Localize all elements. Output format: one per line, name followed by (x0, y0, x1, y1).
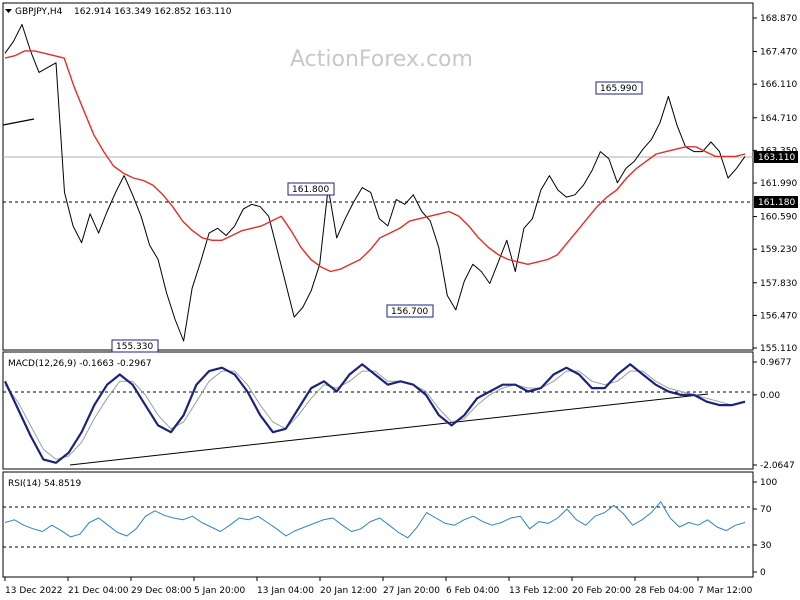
rsi-title: RSI(14) 54.8519 (8, 479, 81, 489)
time-tick-label: 6 Feb 04:00 (446, 586, 500, 596)
time-tick-label: 20 Jan 12:00 (320, 586, 377, 596)
price-layer (4, 24, 746, 342)
rsi-axis: 100 70 30 0 (753, 478, 777, 578)
current-price-box (754, 151, 798, 163)
symbol-label: GBPJPY,H4 (15, 7, 63, 17)
time-tick-label: 27 Jan 20:00 (383, 586, 440, 596)
trend-segment (2, 118, 35, 126)
current-price-label: 163.110 (758, 153, 795, 163)
macd-panel-frame (2, 351, 754, 470)
annotation-box (386, 304, 434, 318)
price-tick-label: 157.830 (760, 279, 797, 289)
annotation-label: 156.700 (391, 307, 428, 317)
time-tick-label: 7 Mar 12:00 (698, 586, 753, 596)
watermark: ActionForex.com (290, 47, 473, 72)
price-series-ma (4, 50, 746, 273)
time-tick-label: 5 Jan 20:00 (194, 586, 246, 596)
macd-tick-label: 0.00 (760, 391, 780, 401)
annotation-box (287, 182, 335, 196)
macd-tick-label: 0.9677 (760, 358, 792, 368)
time-axis: 13 Dec 2022 21 Dec 04:00 29 Dec 08:00 5 Jan… (4, 577, 753, 596)
ohlc-label: 162.914 163.349 162.852 163.110 (74, 7, 232, 17)
time-tick-label: 13 Dec 2022 (5, 586, 63, 596)
support-price-label: 161.180 (758, 198, 795, 208)
macd-layer (4, 363, 746, 464)
annotation-label: 165.990 (600, 84, 637, 94)
rsi-series-rsi (4, 501, 746, 539)
chevron-down-icon[interactable] (5, 9, 12, 13)
support-price-box (754, 196, 798, 208)
annotation-box (595, 81, 643, 95)
macd-tick-label: -2.0647 (760, 461, 795, 471)
rsi-tick-label: 0 (760, 568, 766, 578)
rsi-panel-frame (2, 471, 754, 578)
rsi-tick-label: 70 (760, 505, 772, 515)
time-tick-label: 28 Feb 04:00 (635, 586, 694, 596)
time-tick-label: 13 Feb 12:00 (509, 586, 568, 596)
time-tick-label: 13 Jan 04:00 (257, 586, 314, 596)
annotation-box (111, 339, 159, 353)
macd-series-macd (4, 363, 746, 464)
price-tick-label: 167.470 (760, 48, 797, 58)
price-tick-label: 160.590 (760, 213, 797, 223)
price-annotations: 155.330 161.800 156.700 165.990 (111, 81, 643, 353)
rsi-layer (4, 501, 746, 539)
time-tick-label: 20 Feb 20:00 (572, 586, 631, 596)
price-tick-label: 155.110 (760, 344, 797, 354)
price-tick-label: 161.990 (760, 179, 797, 189)
price-tick-label: 164.710 (760, 114, 797, 124)
annotation-label: 155.330 (116, 342, 153, 352)
price-panel-frame (2, 2, 754, 351)
macd-axis: 0.9677 0.00 -2.0647 (753, 358, 795, 471)
time-tick-label: 29 Dec 08:00 (131, 586, 192, 596)
macd-trendline (69, 393, 709, 466)
rsi-tick-label: 100 (760, 478, 777, 488)
rsi-tick-label: 30 (760, 541, 772, 551)
time-tick-label: 21 Dec 04:00 (68, 586, 129, 596)
price-tick-label: 156.470 (760, 311, 797, 321)
price-tick-label: 159.230 (760, 245, 797, 255)
macd-title: MACD(12,26,9) -0.1663 -0.2967 (8, 359, 152, 369)
annotation-label: 161.800 (292, 185, 329, 195)
price-tick-label: 166.110 (760, 80, 797, 90)
price-series-close (4, 24, 746, 342)
price-tick-label: 168.870 (760, 14, 797, 24)
